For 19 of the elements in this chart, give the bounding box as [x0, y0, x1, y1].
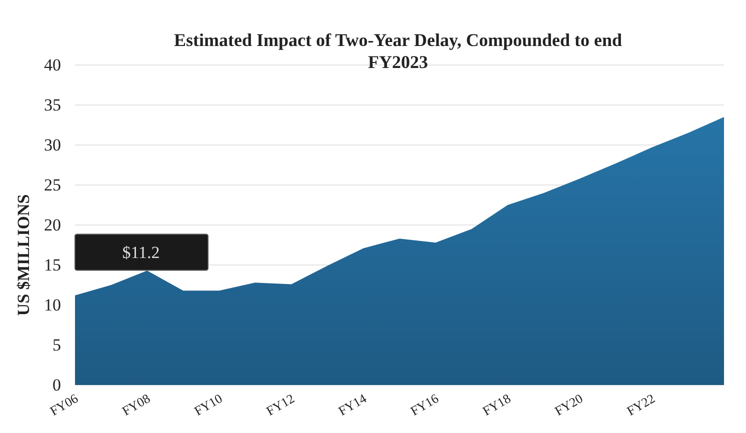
x-tick-label: FY08 — [119, 390, 153, 418]
x-tick-label: FY12 — [264, 390, 297, 418]
chart-title: Estimated Impact of Two-Year Delay, Compounded to end FY2023 — [174, 30, 622, 72]
y-tick-label: 15 — [44, 255, 61, 274]
annotation: $11.2 — [122, 243, 160, 262]
y-tick-label: 40 — [44, 55, 61, 74]
x-tick-label: FY16 — [408, 390, 442, 418]
x-tick-label: FY22 — [624, 390, 658, 418]
x-tick-label: FY18 — [480, 390, 514, 418]
x-tick-label: FY10 — [192, 390, 225, 418]
y-tick-label: 10 — [44, 295, 61, 314]
y-axis-title: US $MILLIONS — [14, 194, 33, 316]
x-tick-label: FY14 — [336, 390, 370, 418]
y-tick-label: 30 — [44, 135, 61, 154]
y-tick-label: 20 — [44, 215, 61, 234]
y-tick-label: 5 — [52, 335, 61, 354]
x-tick-label: FY20 — [552, 390, 586, 418]
y-tick-label: 35 — [44, 95, 61, 114]
y-tick-label: 25 — [44, 175, 61, 194]
